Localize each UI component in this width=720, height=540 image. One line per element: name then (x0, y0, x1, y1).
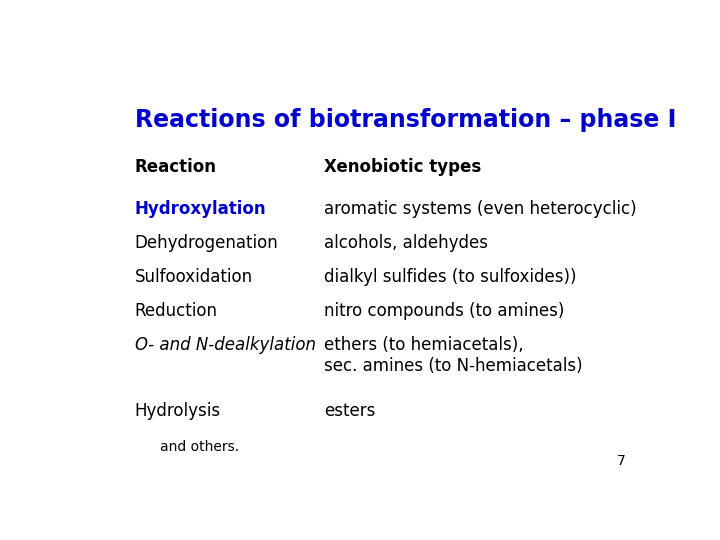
Text: ethers (to hemiacetals),: ethers (to hemiacetals), (324, 336, 524, 354)
Text: esters: esters (324, 402, 376, 420)
Text: Reaction: Reaction (135, 158, 217, 177)
Text: alcohols, aldehydes: alcohols, aldehydes (324, 234, 488, 252)
Text: and others.: and others. (160, 440, 239, 454)
Text: sec. amines (to N-hemiacetals): sec. amines (to N-hemiacetals) (324, 357, 583, 375)
Text: Hydroxylation: Hydroxylation (135, 200, 266, 218)
Text: Sulfooxidation: Sulfooxidation (135, 268, 253, 286)
Text: Dehydrogenation: Dehydrogenation (135, 234, 279, 252)
Text: O- and N-dealkylation: O- and N-dealkylation (135, 336, 315, 354)
Text: aromatic systems (even heterocyclic): aromatic systems (even heterocyclic) (324, 200, 637, 218)
Text: Reactions of biotransformation – phase I: Reactions of biotransformation – phase I (135, 109, 676, 132)
Text: 7: 7 (617, 454, 626, 468)
Text: Reduction: Reduction (135, 302, 217, 320)
Text: Hydrolysis: Hydrolysis (135, 402, 221, 420)
Text: dialkyl sulfides (to sulfoxides)): dialkyl sulfides (to sulfoxides)) (324, 268, 577, 286)
Text: nitro compounds (to amines): nitro compounds (to amines) (324, 302, 564, 320)
Text: Xenobiotic types: Xenobiotic types (324, 158, 482, 177)
